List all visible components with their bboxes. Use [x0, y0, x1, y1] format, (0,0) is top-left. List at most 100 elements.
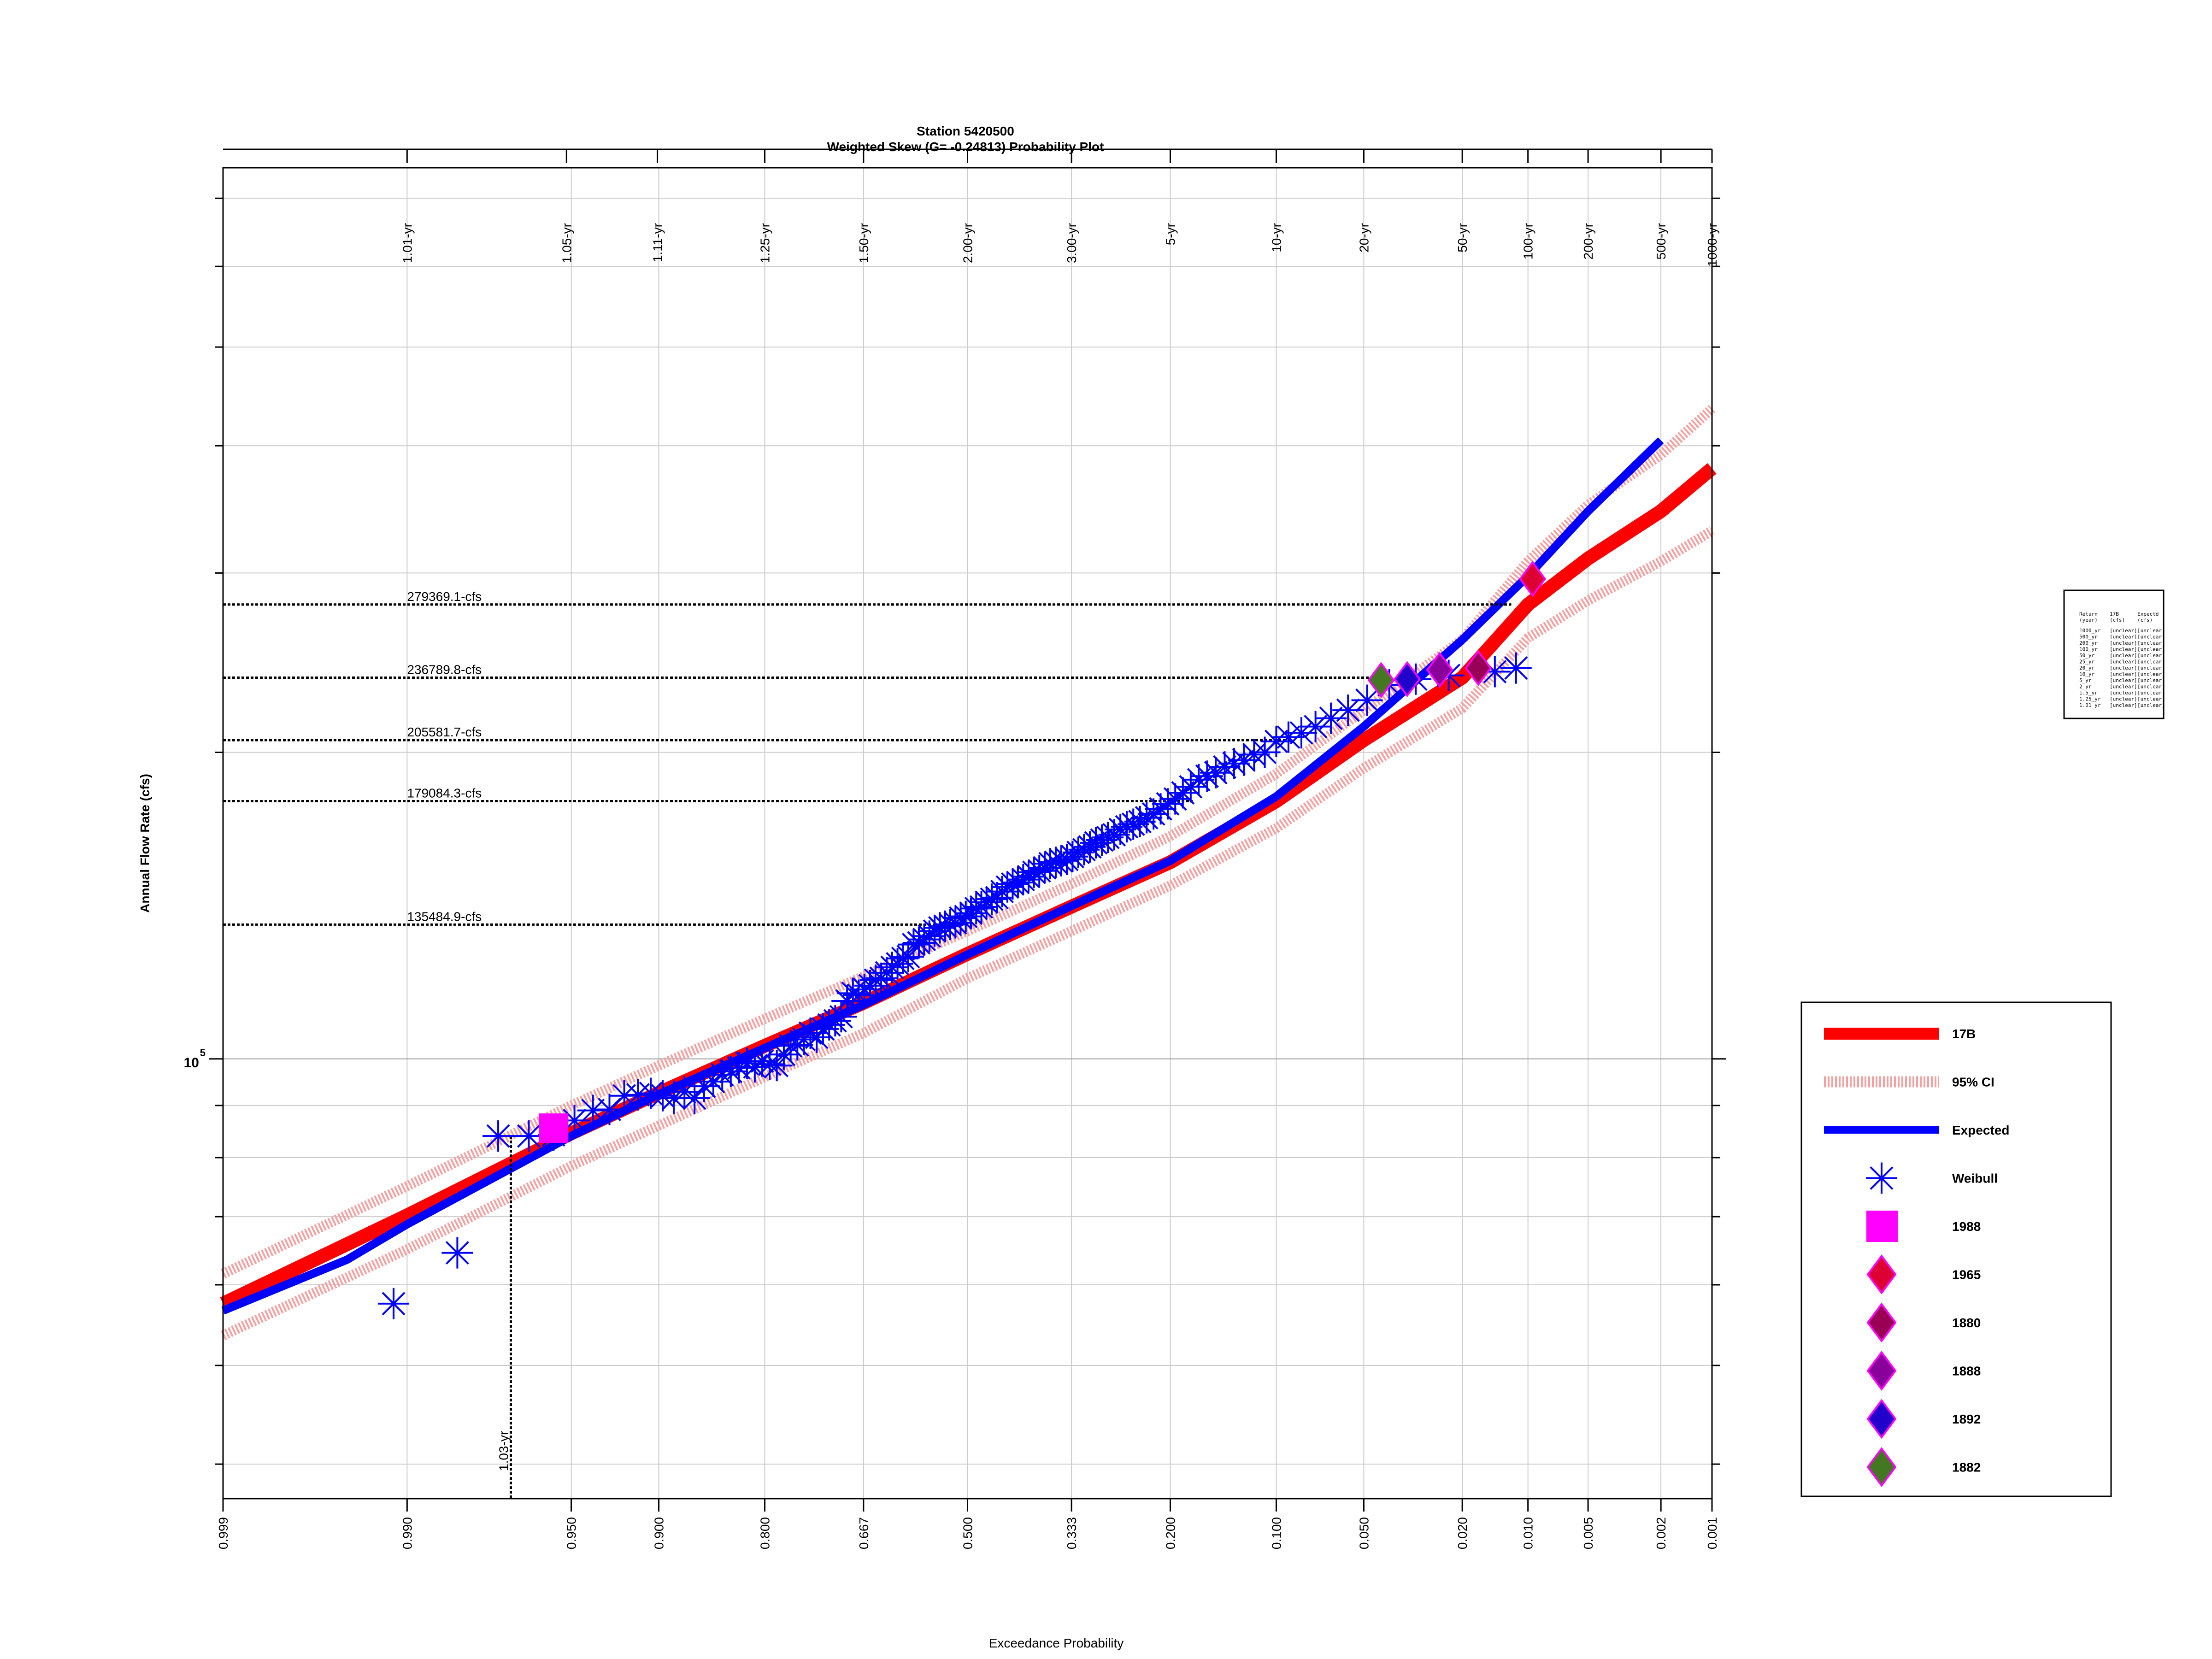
weibull-point — [441, 1237, 473, 1269]
star-stroke — [829, 1005, 853, 1029]
star-stroke — [486, 1124, 510, 1148]
return-period-label: 500-yr — [1654, 223, 1668, 259]
table-cell: [unclear] — [2137, 647, 2165, 653]
weibull-point — [1092, 822, 1124, 853]
star-stroke — [1355, 688, 1379, 712]
reference-line-label: 179084.3-cfs — [407, 786, 482, 800]
table-cell: [unclear] — [2110, 647, 2137, 653]
table-cell: [unclear] — [2137, 702, 2165, 708]
weibull-point — [1209, 751, 1241, 783]
weibull-point — [513, 1120, 545, 1152]
weibull-point — [1086, 824, 1118, 856]
star-stroke — [1870, 1166, 1894, 1190]
star-stroke — [1242, 742, 1266, 766]
reference-line-label: 135484.9-cfs — [407, 909, 482, 924]
weibull-point — [1285, 717, 1317, 749]
x-tick-label: 0.950 — [565, 1517, 579, 1549]
historic-point-1892 — [1394, 661, 1421, 698]
legend-label: 1988 — [1952, 1219, 1981, 1234]
legend-swatch — [1866, 1302, 1897, 1343]
table-cell: [unclear] — [2110, 659, 2137, 665]
star-stroke — [880, 955, 904, 979]
weibull-point — [1315, 702, 1347, 734]
star-stroke — [964, 896, 988, 920]
weibull-point — [482, 1120, 514, 1152]
table-cell: 25_yr — [2079, 659, 2094, 665]
table-cell: [unclear] — [2110, 634, 2137, 640]
star-stroke — [1222, 752, 1246, 776]
chart-subtitle: Weighted Skew (G= -0.24813) Probability … — [827, 140, 1104, 154]
confidence-band — [221, 405, 1716, 1341]
table-cell: [unclear] — [2110, 677, 2137, 683]
weibull-point — [1167, 777, 1199, 809]
weibull-point — [679, 1082, 711, 1114]
table-cell: [unclear] — [2137, 628, 2165, 634]
table-cell: 200_yr — [2079, 640, 2098, 646]
return-period-label: 1.50-yr — [857, 223, 871, 263]
x-tick-label: 0.999 — [216, 1517, 230, 1549]
table-cell: 10_yr — [2079, 671, 2094, 677]
star-stroke — [1090, 828, 1114, 852]
table-header-cell: Return — [2079, 611, 2098, 617]
return-period-label: 100-yr — [1521, 223, 1535, 259]
table-cell: [unclear] — [2137, 653, 2165, 659]
star-stroke — [682, 1086, 706, 1110]
x-tick-label: 0.667 — [857, 1517, 871, 1549]
x-tick-label: 0.990 — [400, 1517, 414, 1549]
legend-label: Expected — [1952, 1123, 2010, 1137]
weibull-point — [1062, 836, 1094, 868]
data-points — [378, 560, 1547, 1319]
star-stroke — [382, 1292, 406, 1316]
table-cell: 2_yr — [2079, 684, 2092, 690]
return-period-label: 50-yr — [1455, 223, 1470, 253]
x-tick-label: 0.333 — [1065, 1517, 1079, 1549]
weibull-point — [378, 1288, 410, 1319]
star-stroke — [1336, 698, 1360, 722]
star-stroke — [662, 1086, 686, 1110]
table-cell: [unclear] — [2137, 690, 2165, 696]
weibull-point — [754, 1048, 786, 1080]
table-cell: [unclear] — [2110, 628, 2137, 634]
historic-point-1888 — [1426, 652, 1453, 688]
star-stroke — [1483, 660, 1507, 684]
x-tick-label: 0.020 — [1455, 1517, 1470, 1549]
reference-lines: 279369.1-cfs 236789.8-cfs 205581.7-cfs 1790… — [223, 589, 1512, 1499]
x-tick-label: 0.050 — [1357, 1517, 1371, 1549]
x-tick-label: 0.800 — [758, 1517, 772, 1549]
return-period-label: 20-yr — [1357, 223, 1371, 253]
ci-upper-line — [221, 405, 1716, 1279]
table-cell: [unclear] — [2110, 671, 2137, 677]
historic-point-1965 — [1519, 560, 1547, 597]
legend-label: 1965 — [1952, 1268, 1981, 1282]
historic-point-1880 — [1465, 650, 1492, 686]
legend-swatch — [1866, 1211, 1898, 1242]
statistics-table: Return 17B Expectd (year) (cfs) (cfs) 1000_yr [… — [2063, 589, 2165, 719]
table-cell: 50_yr — [2079, 653, 2094, 659]
table-cell: 500_yr — [2079, 634, 2098, 640]
x-tick-label: 0.010 — [1521, 1517, 1535, 1549]
weibull-point — [658, 1082, 690, 1114]
legend-label: 95% CI — [1952, 1075, 1994, 1089]
legend-swatch — [1866, 1162, 1897, 1194]
y-tick-label-exponent: 5 — [200, 1047, 206, 1059]
star-stroke — [1265, 729, 1288, 753]
star-stroke — [1504, 656, 1528, 680]
table-cell: 20_yr — [2079, 665, 2094, 671]
table-header-cell: 17B — [2110, 611, 2119, 617]
table-cell: [unclear] — [2110, 640, 2137, 646]
star-stroke — [651, 1084, 675, 1108]
legend-swatch — [1866, 1399, 1897, 1439]
table-cell: [unclear] — [2137, 677, 2165, 683]
weibull-point — [1351, 684, 1383, 716]
legend-box — [1800, 1001, 2112, 1497]
star-stroke — [853, 977, 877, 1001]
x-tick-label: 0.100 — [1269, 1517, 1283, 1549]
y-tick-label-base: 10 — [184, 1055, 199, 1071]
table-cell: [unclear] — [2137, 665, 2165, 671]
legend-swatch — [1866, 1254, 1897, 1294]
star-stroke — [672, 1080, 696, 1104]
star-stroke — [639, 1082, 663, 1106]
weibull-point — [577, 1094, 609, 1126]
legend-label: Weibull — [1952, 1171, 1998, 1186]
